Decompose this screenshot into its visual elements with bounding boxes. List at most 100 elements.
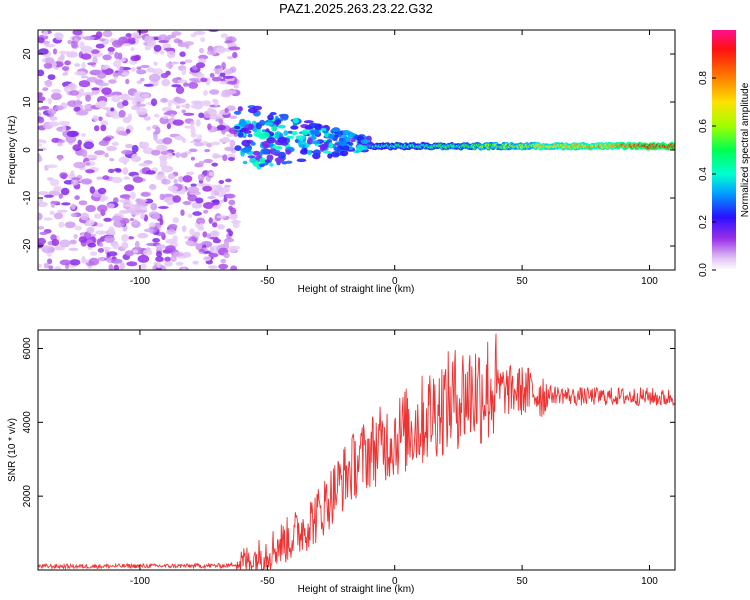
spectrogram-cell bbox=[321, 127, 327, 132]
spectrogram-cell bbox=[74, 63, 81, 67]
spectrogram-cell bbox=[181, 225, 187, 233]
spectrogram-cell bbox=[167, 201, 173, 206]
spectrogram-cell bbox=[253, 131, 264, 137]
spectrogram-cell bbox=[102, 107, 111, 111]
spectrogram-cell bbox=[322, 150, 332, 154]
spectrogram-cell bbox=[108, 168, 115, 173]
spectrogram-cell bbox=[204, 148, 211, 153]
spectrogram-cell bbox=[225, 178, 232, 183]
spectrogram-cell bbox=[127, 37, 136, 42]
spectrogram-cell bbox=[226, 105, 236, 111]
spectrogram-cell bbox=[188, 148, 198, 153]
spectrogram-cell bbox=[42, 30, 49, 37]
spectrogram-cell bbox=[156, 250, 162, 258]
spectrogram-cell bbox=[342, 129, 351, 136]
spectrogram-cell bbox=[212, 199, 220, 206]
spectrogram-cell bbox=[78, 80, 91, 88]
spectrogram-cell bbox=[108, 264, 114, 270]
spectrogram-cell bbox=[111, 176, 123, 184]
x-tick-label: -100 bbox=[130, 276, 150, 287]
spectrogram-cell bbox=[237, 106, 243, 112]
spectrogram-cell bbox=[163, 47, 175, 52]
spectrogram-cell bbox=[197, 134, 203, 140]
spectrogram-cell bbox=[60, 187, 70, 196]
spectrogram-cell bbox=[155, 244, 166, 250]
spectrogram-cell bbox=[208, 171, 214, 177]
spectrogram-cell bbox=[58, 50, 70, 55]
spectrogram-cell bbox=[222, 75, 234, 79]
spectrogram-cell bbox=[124, 184, 135, 192]
spectrogram-cell bbox=[75, 99, 82, 108]
spectrogram-cell bbox=[170, 255, 177, 262]
spectrogram-cell bbox=[97, 204, 108, 213]
spectrogram-cell bbox=[56, 209, 68, 213]
spectrogram-cell bbox=[158, 206, 169, 209]
spectrogram-cell bbox=[71, 40, 78, 49]
spectrogram-cell bbox=[195, 119, 201, 127]
spectrogram-cell bbox=[170, 113, 175, 118]
spectrogram-cell bbox=[38, 143, 43, 147]
spectrogram-cell bbox=[285, 149, 292, 155]
spectrogram-cell bbox=[180, 209, 185, 216]
spectrogram-cell bbox=[86, 226, 95, 234]
spectrogram-cell bbox=[113, 60, 122, 68]
spectrogram-cell bbox=[190, 183, 197, 187]
spectrogram-cell bbox=[143, 116, 151, 121]
spectrogram-cell bbox=[87, 62, 96, 66]
spectrogram-cell bbox=[107, 46, 115, 53]
spectrogram-cell bbox=[176, 98, 186, 104]
spectrogram-cell bbox=[224, 107, 229, 113]
spectrogram-cell bbox=[49, 178, 60, 187]
spectrogram-cell bbox=[229, 139, 236, 148]
spectrogram-cell bbox=[131, 98, 137, 106]
spectrogram-cell bbox=[158, 34, 168, 42]
chart-title: PAZ1.2025.263.23.22.G32 bbox=[279, 1, 433, 16]
snr-y-axis-label: SNR (10 * v/v) bbox=[7, 418, 18, 482]
spectrogram-cell bbox=[190, 104, 199, 109]
spectrogram-cell bbox=[222, 154, 228, 162]
spectrogram-cell bbox=[104, 152, 109, 158]
snr-panel: -100 -50 0 50 100 2000 4000 6000 Height of stra… bbox=[7, 329, 676, 595]
spectrogram-cell bbox=[216, 124, 226, 131]
spectrogram-cell bbox=[38, 69, 45, 77]
spectrogram-cell bbox=[159, 193, 165, 201]
spectrogram-cell bbox=[99, 242, 104, 248]
spectrogram-cell bbox=[211, 162, 218, 167]
spectrogram-cell bbox=[237, 131, 244, 138]
colorbar-tick-label: 0.0 bbox=[698, 263, 709, 277]
spectrogram-cell bbox=[85, 162, 91, 166]
spectrogram-cell bbox=[131, 153, 138, 161]
spectrogram-cell bbox=[130, 55, 140, 62]
spectrogram-cell bbox=[197, 174, 205, 181]
spectrogram-cell bbox=[140, 78, 145, 82]
spectrogram-cell bbox=[156, 144, 168, 153]
spectrogram-cell bbox=[232, 51, 238, 59]
spectrogram-cell bbox=[195, 62, 206, 69]
spectrogram-cell bbox=[180, 152, 188, 158]
spectrogram-cell bbox=[58, 193, 63, 199]
spectrogram-cell bbox=[199, 47, 204, 54]
spectrogram-cell bbox=[175, 86, 185, 95]
spectrogram-marks bbox=[38, 30, 675, 270]
spectrogram-cell bbox=[175, 105, 181, 109]
spectrogram-cell bbox=[172, 119, 184, 126]
spectrogram-cell bbox=[136, 69, 147, 75]
spectrogram-cell bbox=[119, 262, 126, 270]
spectrogram-cell bbox=[187, 194, 198, 202]
spectrogram-cell bbox=[38, 212, 43, 221]
spectrogram-cell bbox=[224, 68, 233, 76]
spectrogram-cell bbox=[50, 92, 62, 101]
spectrogram-cell bbox=[54, 266, 62, 270]
spectrogram-cell bbox=[140, 93, 150, 98]
spectrogram-cell bbox=[38, 263, 42, 268]
spectrogram-cell bbox=[258, 163, 265, 168]
spectrogram-cell bbox=[171, 61, 180, 65]
spectrogram-cell bbox=[191, 202, 203, 209]
spectrogram-cell bbox=[44, 44, 56, 48]
y-tick-label: 6000 bbox=[22, 337, 33, 360]
spectrogram-cell bbox=[112, 243, 120, 250]
spectrogram-cell bbox=[97, 82, 110, 87]
spectrogram-cell bbox=[210, 188, 215, 197]
spectrogram-cell bbox=[223, 252, 230, 259]
spectrogram-cell bbox=[136, 103, 147, 107]
